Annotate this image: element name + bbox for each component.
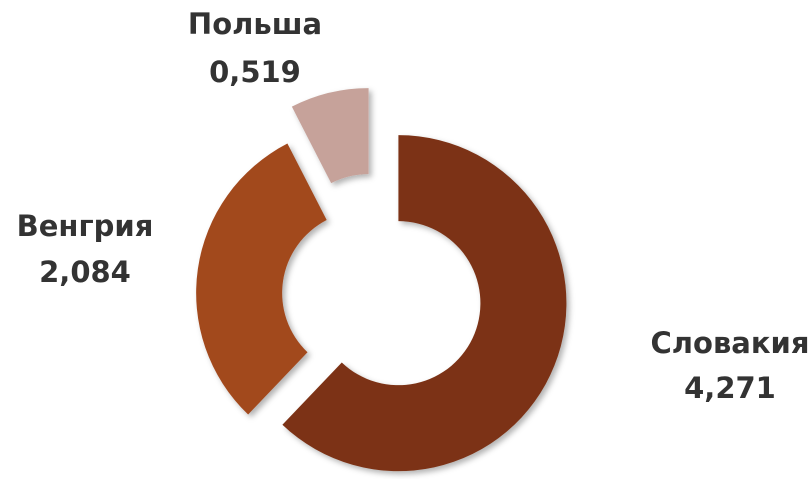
slice-label: Словакия — [651, 326, 810, 360]
slice-label: Польша — [188, 7, 322, 41]
donut-slice — [291, 88, 369, 184]
slice-value: 2,084 — [39, 255, 131, 289]
slice-value: 0,519 — [209, 55, 301, 89]
donut-slice — [282, 135, 567, 472]
slice-label: Венгрия — [17, 209, 154, 243]
slice-value: 4,271 — [684, 371, 776, 405]
donut-slice — [196, 143, 327, 415]
